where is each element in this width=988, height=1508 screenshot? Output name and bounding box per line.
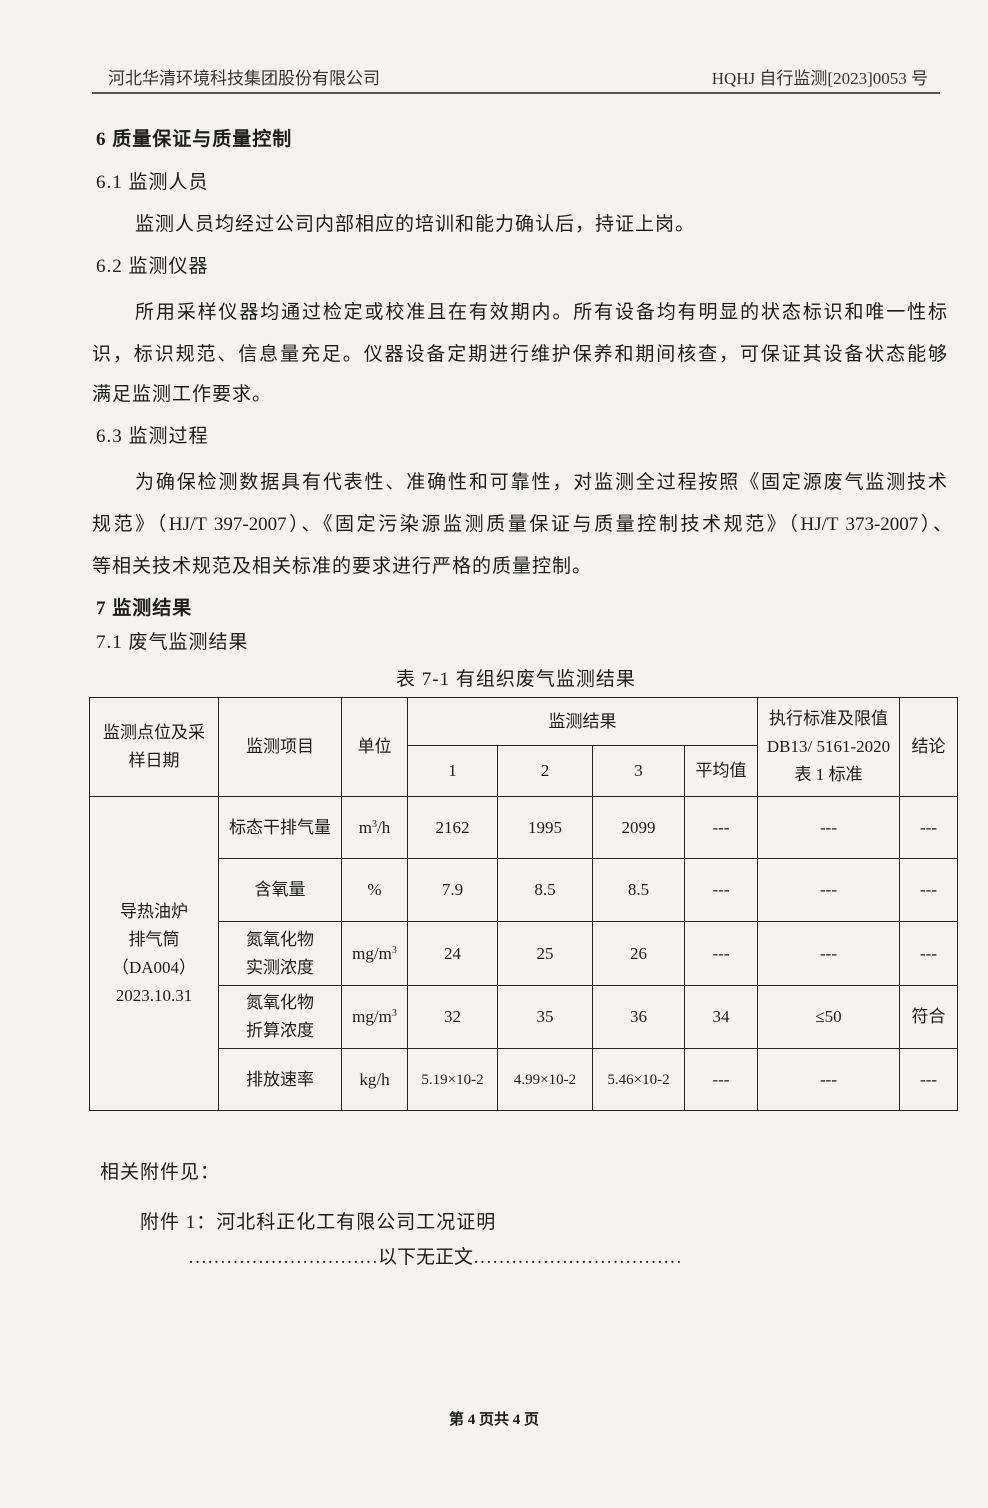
attachment-1: 附件 1：河北科正化工有限公司工况证明: [140, 1212, 497, 1233]
cell-v2: 25: [497, 921, 593, 986]
section-6-2-line: 满足监测工作要求。: [92, 384, 273, 405]
section-6-3-line: 等相关技术规范及相关标准的要求进行严格的质量控制。: [92, 556, 593, 577]
cell-v3: 5.46×10-2: [592, 1048, 685, 1111]
cell-limit: ---: [757, 796, 900, 859]
section-6-3-line: 规范》（HJ/T 397-2007）、《固定污染源监测质量保证与质量控制技术规范…: [92, 514, 952, 535]
header-r1: 1: [407, 745, 498, 797]
table-row: 氮氧化物 折算浓度 mg/m3 32 35 36 34 ≤50 符合: [90, 985, 958, 1049]
page-number: 第 4 页共 4 页: [448, 1412, 539, 1428]
site-line: （DA004）: [111, 957, 197, 977]
cell-v2: 8.5: [497, 858, 593, 922]
cell-v1: 2162: [407, 796, 498, 859]
section-6-2-line: 识，标识规范、信息量充足。仪器设备定期进行维护保养和期间核查，可保证其设备状态能…: [92, 344, 948, 365]
cell-conclusion: ---: [899, 858, 958, 922]
cell-v1: 5.19×10-2: [407, 1048, 498, 1111]
cell-v2: 1995: [497, 796, 593, 859]
site-cell: 导热油炉排气筒 （DA004） 2023.10.31: [89, 796, 219, 1111]
cell-conclusion: ---: [899, 921, 958, 986]
cell-avg: 34: [684, 985, 758, 1049]
cell-v3: 2099: [592, 796, 685, 859]
table-row: 导热油炉排气筒 （DA004） 2023.10.31 标态干排气量 m3/h 2162 19…: [89, 796, 958, 1111]
site-line: 导热油炉: [120, 901, 188, 921]
cell-conclusion: 符合: [899, 985, 958, 1049]
cell-v1: 7.9: [407, 858, 498, 922]
cell-v3: 8.5: [592, 858, 685, 922]
site-line: 排气筒: [128, 929, 180, 949]
section-6-2-title: 6.2 监测仪器: [96, 256, 209, 277]
cell-conclusion: ---: [899, 796, 958, 859]
cell-limit: ≤50: [757, 985, 900, 1049]
table-caption: 表 7-1 有组织废气监测结果: [396, 669, 636, 690]
cell-v3: 26: [592, 921, 685, 986]
section-6-1-title: 6.1 监测人员: [96, 172, 209, 193]
end-of-text: …………………………以下无正文……………………………: [188, 1247, 683, 1268]
table-row: 氮氧化物 实测浓度 mg/m3 24 25 26 --- --- ---: [90, 921, 958, 986]
cell-v1: 24: [407, 921, 498, 986]
company-name: 河北华清环境科技集团股份有限公司: [108, 69, 380, 88]
cell-limit: ---: [757, 858, 900, 922]
site-line: 2023.10.31: [115, 985, 193, 1005]
cell-item: 标态干排气量: [218, 796, 342, 859]
section-6-title: 6 质量保证与质量控制: [96, 129, 293, 150]
attachments-intro: 相关附件见：: [100, 1162, 221, 1183]
header-site: 监测点位及采样日期: [89, 697, 219, 797]
cell-conclusion: ---: [899, 1048, 958, 1111]
cell-limit: ---: [757, 1048, 900, 1111]
cell-item: 氮氧化物 实测浓度: [218, 921, 342, 986]
cell-item: 排放速率: [218, 1048, 342, 1111]
cell-item: 含氧量: [218, 858, 342, 922]
header-conclusion: 结论: [899, 697, 958, 797]
cell-v3: 36: [592, 985, 685, 1049]
header-item: 监测项目: [218, 697, 342, 797]
cell-unit: mg/m3: [341, 985, 408, 1049]
header-unit: 单位: [341, 697, 408, 797]
cell-v2: 35: [497, 985, 593, 1049]
header-r2: 2: [497, 745, 593, 797]
cell-avg: ---: [684, 858, 758, 922]
cell-v1: 32: [407, 985, 498, 1049]
section-6-2-line: 所用采样仪器均通过检定或校准且在有效期内。所有设备均有明显的状态标识和唯一性标: [135, 302, 948, 323]
cell-unit: kg/h: [341, 1048, 408, 1111]
cell-limit: ---: [757, 921, 900, 986]
section-6-1-text: 监测人员均经过公司内部相应的培训和能力确认后，持证上岗。: [135, 214, 696, 235]
header-avg: 平均值: [684, 745, 758, 797]
cell-avg: ---: [684, 921, 758, 986]
table-row: 含氧量% 7.9 8.5 8.5 --- --- ---: [90, 858, 958, 922]
cell-unit: mg/m3: [341, 921, 408, 986]
cell-unit: m3/h: [341, 796, 408, 859]
section-7-title: 7 监测结果: [96, 598, 193, 619]
results-table: 监测点位及采样日期 监测项目 单位 监测结果 执行标准及限值DB13/ 5161…: [89, 697, 958, 1111]
table-row: 排放速率 kg/h 5.19×10-2 4.99×10-2 5.46×10-2 --- --…: [90, 1048, 958, 1111]
cell-unit: %: [341, 858, 408, 922]
header-standard: 执行标准及限值DB13/ 5161-2020表 1 标准: [757, 697, 900, 797]
section-7-1-title: 7.1 废气监测结果: [96, 632, 249, 653]
section-6-3-title: 6.3 监测过程: [96, 426, 209, 447]
cell-item: 氮氧化物 折算浓度: [218, 985, 342, 1049]
header-results: 监测结果: [407, 697, 758, 746]
cell-avg: ---: [684, 1048, 758, 1111]
section-6-3-line: 为确保检测数据具有代表性、准确性和可靠性，对监测全过程按照《固定源废气监测技术: [135, 472, 948, 493]
header-divider: [92, 92, 940, 94]
cell-avg: ---: [684, 796, 758, 859]
cell-v2: 4.99×10-2: [497, 1048, 593, 1111]
header-r3: 3: [592, 745, 685, 797]
report-number: HQHJ 自行监测[2023]0053 号: [711, 69, 928, 88]
